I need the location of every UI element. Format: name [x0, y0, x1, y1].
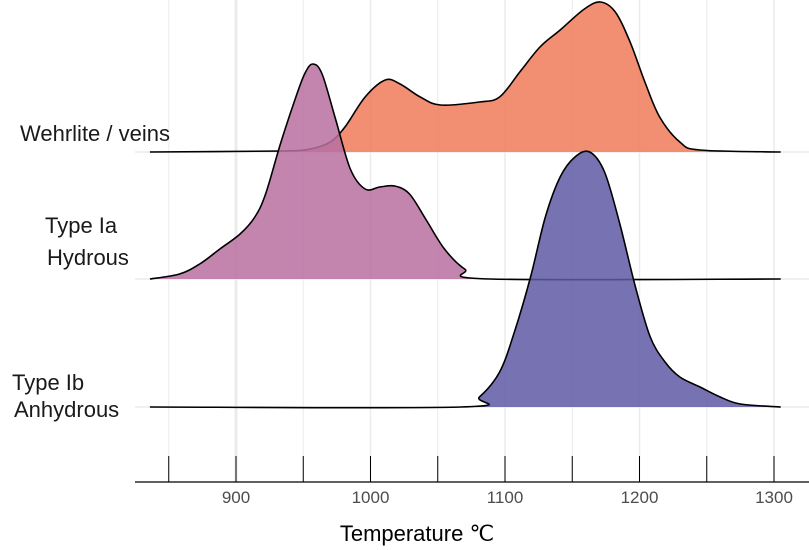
ridges [149, 1, 781, 409]
x-tick-label: 1200 [621, 488, 659, 507]
y-label: Wehrlite / veins [20, 121, 170, 146]
ridge-outline [149, 150, 781, 409]
ridge-2 [149, 150, 781, 409]
ridge-fill [149, 64, 781, 280]
y-labels: Wehrlite / veins Type Ia Hydrous Type IbAnh… [12, 121, 170, 422]
ridge-fill [149, 1, 781, 152]
x-tick-label: 1100 [487, 488, 524, 507]
y-label: Type Ib [12, 370, 84, 395]
x-tick-label: 900 [222, 488, 250, 507]
ridge-1 [149, 63, 781, 281]
ridge-0 [149, 1, 781, 153]
y-label: Hydrous [47, 245, 129, 270]
x-tick-label: 1000 [352, 488, 390, 507]
y-label: Anhydrous [14, 397, 119, 422]
ridge-outline [149, 63, 781, 281]
y-label: Type Ia [45, 213, 118, 238]
ridge-fill [149, 151, 781, 408]
x-tick-label: 1300 [755, 488, 793, 507]
x-axis-title: Temperature ℃ [340, 521, 494, 546]
x-axis: 900 1000 1100 1200 1300 [135, 456, 809, 507]
